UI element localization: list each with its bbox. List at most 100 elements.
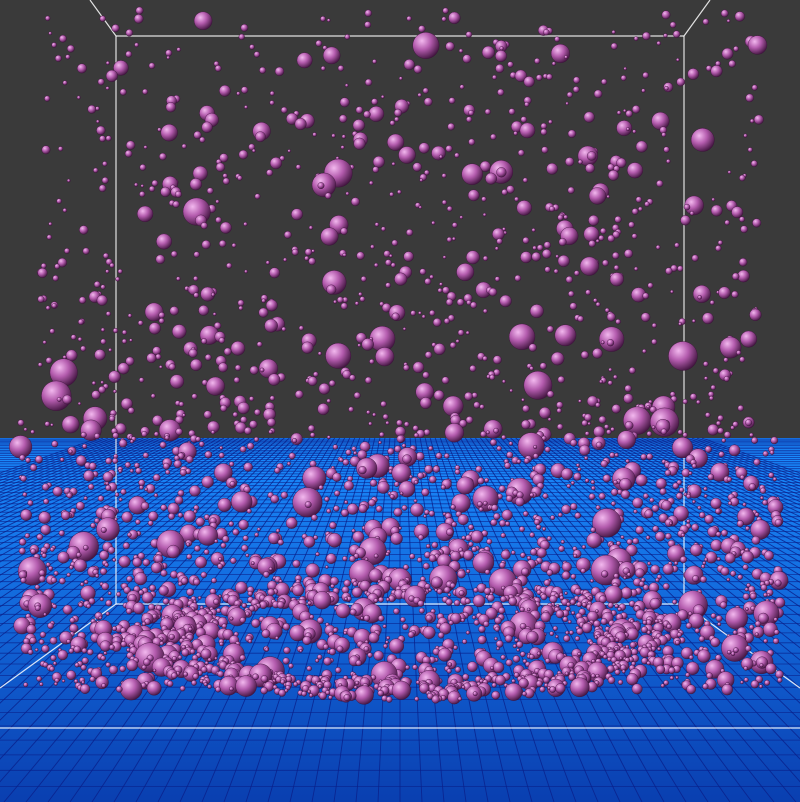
particle-sphere xyxy=(587,395,599,407)
particle-sphere xyxy=(741,550,754,564)
particle-sphere xyxy=(565,276,573,284)
particle-sphere xyxy=(304,501,312,508)
particle-sphere xyxy=(644,201,650,207)
particle-sphere xyxy=(159,441,167,449)
particle-sphere xyxy=(632,497,643,509)
particle-sphere xyxy=(103,651,108,656)
particle-sphere xyxy=(193,578,201,586)
particle-sphere xyxy=(195,436,201,442)
particle-sphere xyxy=(566,91,573,98)
particle-sphere xyxy=(137,205,154,223)
particle-sphere xyxy=(750,519,771,540)
particle-sphere xyxy=(160,186,171,198)
particle-sphere xyxy=(282,657,290,665)
particle-sphere xyxy=(203,549,210,555)
particle-sphere xyxy=(108,348,113,352)
particle-sphere xyxy=(308,257,316,265)
grid-line-radial xyxy=(570,437,800,583)
particle-sphere xyxy=(751,84,758,91)
particle-sphere xyxy=(83,496,88,501)
particle-sphere xyxy=(41,145,51,155)
particle-sphere xyxy=(247,590,253,597)
particle-sphere xyxy=(453,645,458,650)
particle-sphere xyxy=(280,106,288,114)
particle-sphere xyxy=(555,609,565,619)
particle-sphere xyxy=(508,441,513,446)
particle-sphere xyxy=(239,654,246,661)
particle-sphere xyxy=(324,496,330,502)
particle-sphere xyxy=(494,276,501,282)
particle-sphere xyxy=(363,110,371,119)
particle-sphere xyxy=(76,552,82,558)
particle-sphere xyxy=(612,230,620,239)
particle-sphere xyxy=(307,424,315,432)
particle-sphere xyxy=(390,262,396,268)
particle-sphere xyxy=(458,48,464,54)
particle-sphere xyxy=(80,431,87,438)
particle-sphere xyxy=(197,525,218,546)
particle-sphere xyxy=(465,250,480,265)
particle-sphere xyxy=(233,377,240,384)
particle-sphere xyxy=(238,149,249,160)
particle-sphere xyxy=(512,655,521,663)
particle-sphere xyxy=(112,389,117,394)
particle-sphere xyxy=(94,433,101,440)
particle-sphere xyxy=(715,245,722,252)
particle-sphere xyxy=(41,553,47,559)
grid-line-radial xyxy=(0,437,225,576)
particle-sphere xyxy=(657,646,662,651)
particle-sphere xyxy=(109,644,115,651)
grid-line-radial xyxy=(0,437,240,599)
particle-sphere xyxy=(465,416,474,424)
particle-sphere xyxy=(69,565,74,570)
particle-sphere xyxy=(34,584,40,590)
particle-sphere xyxy=(704,376,709,381)
particle-sphere xyxy=(230,341,246,356)
particle-sphere xyxy=(56,396,62,402)
particle-sphere xyxy=(56,198,62,204)
particle-sphere xyxy=(482,500,488,506)
particle-sphere xyxy=(375,505,383,513)
particle-sphere xyxy=(316,617,324,624)
particle-sphere xyxy=(80,585,96,601)
particle-sphere xyxy=(215,686,222,693)
particle-sphere xyxy=(664,86,669,91)
particle-sphere xyxy=(261,298,266,303)
particle-sphere xyxy=(721,683,733,696)
particle-sphere xyxy=(748,624,755,630)
particle-sphere xyxy=(121,329,127,335)
particle-sphere xyxy=(150,393,156,399)
particle-sphere xyxy=(418,25,426,33)
particle-sphere xyxy=(180,577,189,585)
grid-line-radial xyxy=(404,437,423,802)
particle-sphere xyxy=(500,595,507,603)
particle-sphere xyxy=(101,176,109,184)
particle-sphere xyxy=(588,493,596,500)
particle-sphere xyxy=(608,367,613,372)
particle-sphere xyxy=(689,210,695,216)
particle-sphere xyxy=(105,61,110,66)
particle-sphere xyxy=(468,110,474,116)
particle-sphere xyxy=(336,645,344,653)
particle-sphere xyxy=(393,507,403,517)
particle-sphere xyxy=(66,670,77,680)
particle-sphere xyxy=(45,305,51,311)
particle-sphere xyxy=(710,462,730,482)
particle-sphere xyxy=(763,638,768,644)
particle-sphere xyxy=(93,281,101,288)
particle-sphere xyxy=(139,377,145,383)
particle-sphere xyxy=(387,447,395,455)
particle-sphere xyxy=(264,647,269,652)
particle-sphere xyxy=(232,411,239,418)
particle-sphere xyxy=(462,54,472,64)
particle-sphere xyxy=(258,307,269,318)
particle-sphere xyxy=(255,131,266,142)
particle-sphere xyxy=(467,189,480,202)
particle-sphere xyxy=(473,619,480,626)
particle-sphere xyxy=(518,678,529,689)
particle-sphere xyxy=(682,399,688,405)
particle-sphere xyxy=(606,312,616,322)
particle-sphere xyxy=(276,601,285,609)
particle-sphere xyxy=(364,376,372,384)
particle-sphere xyxy=(702,561,707,565)
